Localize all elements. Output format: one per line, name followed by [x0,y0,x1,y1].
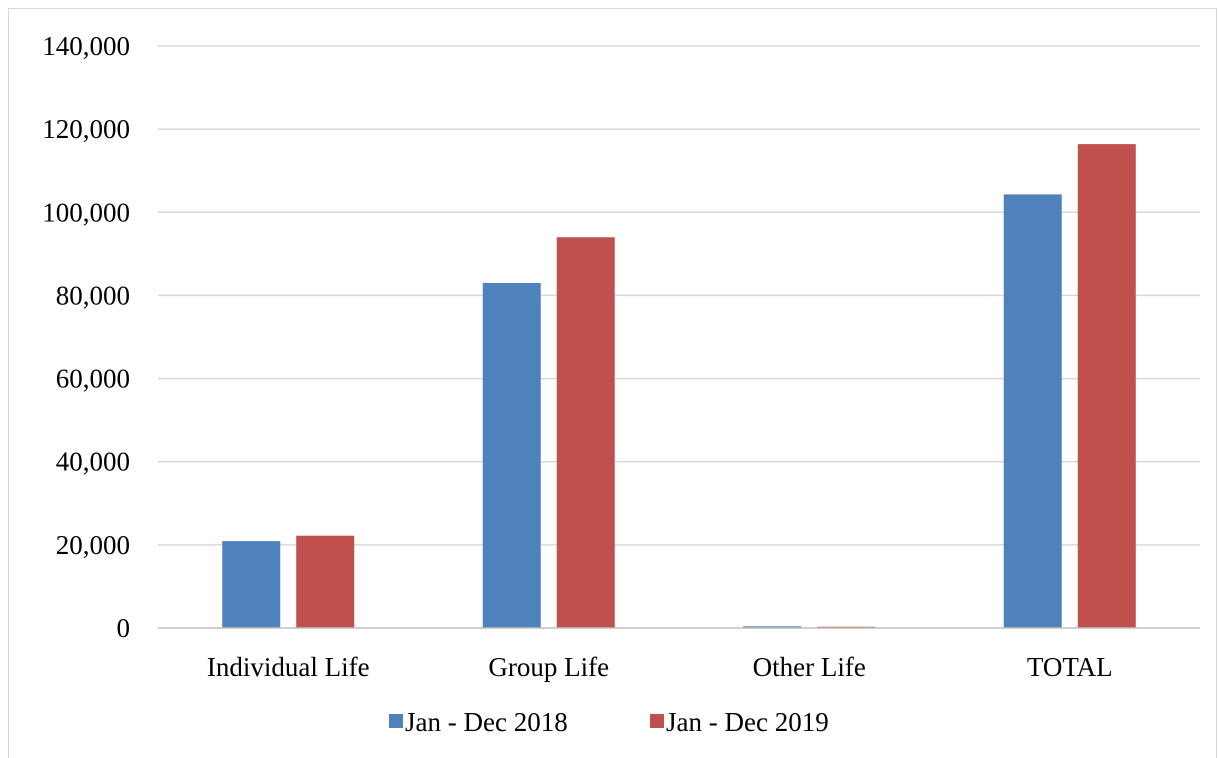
chart-frame [8,8,1217,758]
bar-total-series-1 [1003,194,1062,628]
x-axis-category-labels: Individual Life Group Life Other Life TOTAL [207,652,1113,682]
bar-individual-life-series-2 [296,535,355,628]
legend-swatch-series-1 [389,714,403,728]
y-tick-label: 140,000 [42,31,130,61]
bar-other-life-series-1 [743,626,802,628]
legend-label-series-2: Jan - Dec 2019 [666,707,829,737]
x-category-label: TOTAL [1027,652,1113,682]
bar-total-series-2 [1077,144,1136,628]
x-category-label: Other Life [753,652,866,682]
y-tick-label: 20,000 [56,530,130,560]
bar-group-life-series-1 [482,282,541,628]
y-tick-label: 40,000 [56,447,130,477]
y-tick-label: 0 [117,613,131,643]
x-category-label: Group Life [488,652,609,682]
legend-swatch-series-2 [650,714,664,728]
y-axis-tick-labels: 0 20,000 40,000 60,000 80,000 100,000 120,000 1… [42,31,130,643]
legend: Jan - Dec 2018 Jan - Dec 2019 [389,707,829,737]
y-tick-label: 100,000 [42,197,130,227]
y-tick-label: 60,000 [56,364,130,394]
y-tick-label: 80,000 [56,280,130,310]
bar-individual-life-series-1 [222,541,281,628]
bar-group-life-series-2 [556,237,615,628]
y-tick-label: 120,000 [42,114,130,144]
legend-label-series-1: Jan - Dec 2018 [405,707,568,737]
x-category-label: Individual Life [207,652,370,682]
bars [222,144,1136,628]
